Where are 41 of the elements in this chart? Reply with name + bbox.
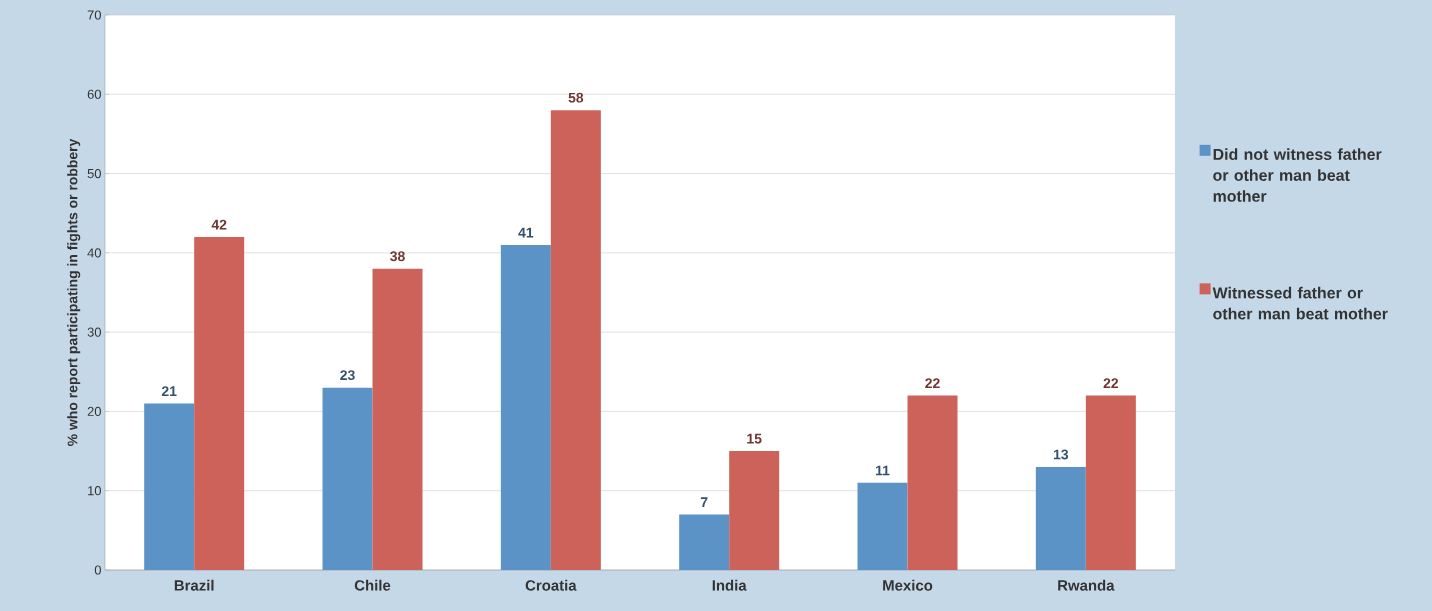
legend-label: Did not witness father or other man beat mother xyxy=(1213,148,1382,202)
bar xyxy=(1085,395,1136,570)
y-tick-label: 0 xyxy=(94,565,101,575)
bar xyxy=(729,451,780,570)
bar xyxy=(322,387,373,570)
y-tick-label: 10 xyxy=(88,486,101,496)
y-axis-title: % who report participating in fights or robbery xyxy=(67,138,81,446)
y-tick-label: 50 xyxy=(87,168,101,179)
y-tick-label: 20 xyxy=(87,406,101,416)
x-tick-label: India xyxy=(712,579,747,591)
y-tick-label: 40 xyxy=(87,248,101,258)
x-tick-label: Croatia xyxy=(525,579,577,591)
x-tick-label: Brazil xyxy=(174,579,214,591)
bar xyxy=(1035,466,1086,570)
bar xyxy=(194,236,245,570)
data-label: 41 xyxy=(518,227,534,238)
bar xyxy=(857,482,908,570)
y-tick-label: 30 xyxy=(87,327,101,337)
data-label: 7 xyxy=(700,497,708,507)
bar xyxy=(144,403,195,570)
data-label: 22 xyxy=(925,378,940,389)
bar xyxy=(550,110,601,570)
data-label: 38 xyxy=(390,251,405,262)
x-tick-label: Chile xyxy=(354,579,391,591)
data-label: 58 xyxy=(568,92,584,103)
bar xyxy=(500,244,551,570)
data-label: 42 xyxy=(211,219,227,230)
data-label: 23 xyxy=(340,370,355,381)
bar xyxy=(372,268,423,570)
data-label: 13 xyxy=(1053,449,1069,460)
data-label: 22 xyxy=(1103,378,1119,389)
data-label: 21 xyxy=(161,386,177,396)
data-label: 11 xyxy=(876,465,890,476)
y-tick-label: 60 xyxy=(87,89,101,99)
bar xyxy=(679,514,730,570)
data-label: 15 xyxy=(747,433,762,444)
legend-label: Witnessed father or other man beat mother xyxy=(1212,286,1388,320)
bar xyxy=(907,395,958,570)
x-tick-label: Mexico xyxy=(883,579,933,591)
x-tick-label: Rwanda xyxy=(1058,579,1115,591)
y-tick-label: 70 xyxy=(87,10,101,20)
